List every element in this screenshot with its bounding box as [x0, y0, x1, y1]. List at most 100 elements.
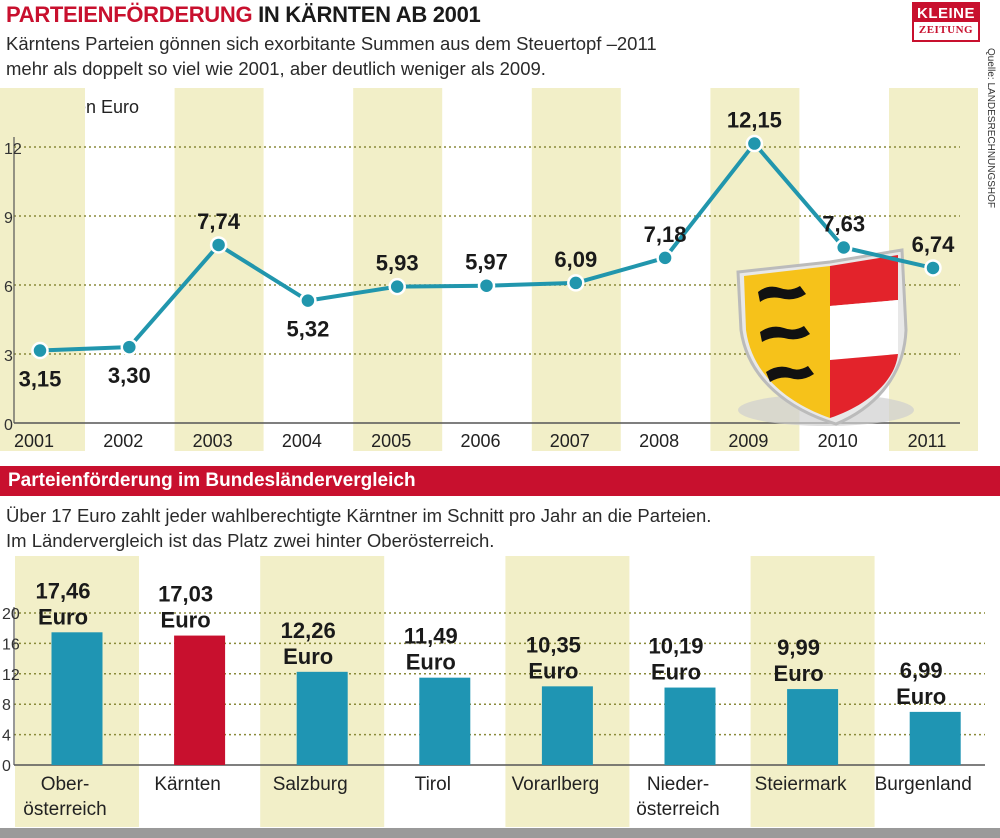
data-label: 6,09	[554, 247, 597, 272]
data-label-unit: Euro	[651, 660, 701, 685]
data-point	[209, 236, 228, 254]
coat-of-arms-icon	[736, 248, 914, 426]
section-header-bar	[0, 466, 1000, 496]
bar-chart-description-line-1: Über 17 Euro zahlt jeder wahlberechtigte…	[6, 505, 712, 526]
bar	[541, 686, 593, 765]
bar	[419, 677, 471, 765]
data-label-unit: Euro	[161, 608, 211, 633]
data-label: 9,99	[777, 635, 820, 660]
data-point	[656, 249, 674, 267]
data-label-unit: Euro	[38, 604, 88, 629]
logo-bottom-text: ZEITUNG	[918, 24, 974, 36]
data-label: 3,15	[19, 367, 62, 392]
x-tick-label: 2005	[371, 431, 411, 451]
year-band	[353, 88, 443, 451]
x-tick-label: 2007	[550, 431, 590, 451]
y-tick-label: 0	[4, 417, 13, 434]
line-chart-points	[31, 134, 942, 360]
x-tick-label: Ober-	[41, 774, 90, 795]
data-label: 12,15	[727, 108, 782, 133]
data-label: 6,74	[912, 232, 956, 257]
bar	[174, 635, 226, 765]
x-tick-label: Nieder-	[647, 774, 709, 795]
data-point	[388, 277, 406, 296]
kleine-zeitung-logo: KLEINE ZEITUNG	[912, 2, 980, 42]
x-tick-label: 2004	[282, 431, 322, 451]
data-label: 10,35	[526, 632, 581, 657]
bar-chart-yticks: 0 4 8 12 16 20	[2, 606, 20, 775]
x-tick-label: 2006	[460, 431, 500, 451]
y-tick-label: 4	[2, 728, 11, 745]
line-chart-yticks: 0 3 6 9 12	[4, 141, 22, 434]
bar	[664, 687, 716, 765]
data-point	[31, 341, 49, 360]
chart-subtitle-line-1: Kärntens Parteien gönnen sich exorbitant…	[6, 33, 657, 54]
x-tick-label: österreich	[636, 799, 719, 820]
bottom-border	[0, 828, 1000, 838]
y-tick-label: 3	[4, 348, 13, 365]
data-label-unit: Euro	[406, 650, 456, 675]
chart-title-rest: IN KÄRNTEN AB 2001	[252, 2, 481, 27]
logo-top-text: KLEINE	[914, 4, 978, 22]
data-label-unit: Euro	[283, 644, 333, 669]
data-label: 7,74	[197, 209, 241, 234]
data-label: 11,49	[404, 624, 458, 649]
line-chart-xticks: 2001 2002 2003 2004 2005 2006 2007 2008 2009 2010…	[14, 431, 946, 451]
data-point	[567, 274, 585, 292]
x-tick-label: österreich	[23, 799, 106, 820]
bar-chart-title: Parteienförderung im Bundesländerverglei…	[8, 470, 416, 491]
x-tick-label: 2008	[639, 431, 679, 451]
data-label: 12,26	[281, 618, 336, 643]
x-tick-label: Tirol	[415, 774, 451, 795]
bar	[909, 711, 961, 765]
chart-title-highlight: PARTEIENFÖRDERUNG	[6, 2, 253, 27]
bar-chart-xticks: Ober-österreich Kärnten Salzburg Tirol Vorar…	[23, 774, 972, 820]
data-label: 5,32	[286, 317, 329, 342]
data-point	[834, 238, 853, 257]
data-label-unit: Euro	[528, 658, 578, 683]
data-label: 7,63	[822, 212, 865, 237]
y-tick-label: 20	[2, 606, 20, 623]
bar-chart-description-line-2: Im Ländervergleich ist das Platz zwei hi…	[6, 530, 495, 551]
y-tick-label: 16	[2, 636, 20, 653]
data-point	[745, 134, 764, 153]
year-band	[174, 88, 264, 451]
y-tick-label: 0	[2, 758, 11, 775]
year-band	[531, 88, 621, 451]
y-tick-label: 8	[2, 697, 11, 714]
data-point	[924, 259, 942, 277]
bar	[787, 689, 839, 765]
y-tick-label: 6	[4, 279, 13, 296]
x-tick-label: 2001	[14, 431, 54, 451]
data-label: 17,03	[158, 582, 213, 607]
x-tick-label: Vorarlberg	[512, 774, 600, 795]
y-tick-label: 9	[4, 210, 13, 227]
x-tick-label: 2010	[818, 431, 858, 451]
data-label-unit: Euro	[774, 661, 824, 686]
chart-title: PARTEIENFÖRDERUNG IN KÄRNTEN AB 2001	[6, 2, 481, 28]
line-chart-grid	[13, 137, 960, 423]
data-point	[299, 291, 317, 310]
bar	[296, 671, 348, 765]
data-point	[477, 276, 496, 295]
bar	[51, 632, 103, 765]
data-label: 5,93	[376, 251, 419, 276]
data-label: 6,99	[900, 658, 943, 683]
data-label: 10,19	[648, 634, 703, 659]
y-tick-label: 12	[2, 667, 20, 684]
x-tick-label: Burgenland	[875, 774, 972, 795]
data-label-unit: Euro	[896, 684, 946, 709]
bar-chart-bars	[51, 632, 961, 765]
data-label: 7,18	[644, 222, 687, 247]
chart-subtitle-line-2: mehr als doppelt so viel wie 2001, aber …	[6, 58, 546, 79]
y-tick-label: 12	[4, 141, 22, 158]
x-tick-label: Salzburg	[273, 774, 348, 795]
x-tick-label: 2003	[193, 431, 233, 451]
data-label: 3,30	[108, 363, 151, 388]
x-tick-label: 2009	[728, 431, 768, 451]
line-chart-data-labels: 3,15 3,30 7,74 5,32 5,93 5,97 6,09 7,18 12,15 7,6…	[19, 108, 956, 392]
x-tick-label: 2011	[908, 431, 947, 451]
